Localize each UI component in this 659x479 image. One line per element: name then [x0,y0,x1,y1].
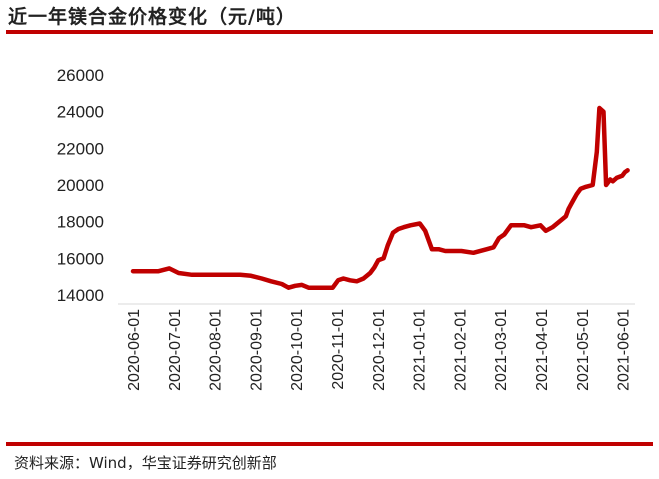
x-tick-label: 2020-06-01 [126,309,143,391]
x-tick-label: 2021-05-01 [575,309,592,391]
top-divider [6,30,653,34]
y-tick-label: 14000 [57,286,104,305]
y-tick-label: 26000 [57,66,104,85]
y-tick-label: 20000 [57,176,104,195]
source-note: 资料来源：Wind，华宝证券研究创新部 [14,454,277,472]
y-tick-label: 22000 [57,139,104,158]
x-tick-label: 2021-06-01 [616,309,633,391]
x-tick-label: 2020-12-01 [371,309,388,391]
x-tick-label: 2021-01-01 [412,309,429,391]
x-tick-label: 2020-11-01 [330,309,347,390]
bottom-divider [6,442,653,446]
y-tick-label: 24000 [57,103,104,122]
chart-title: 近一年镁合金价格变化（元/吨） [8,6,296,28]
x-tick-label: 2020-10-01 [289,309,306,391]
x-tick-label: 2020-08-01 [208,309,225,391]
x-tick-label: 2021-04-01 [534,309,551,391]
x-tick-label: 2020-09-01 [248,309,265,391]
series-line [130,105,630,290]
x-tick-label: 2020-07-01 [167,309,184,391]
x-tick-label: 2021-03-01 [493,309,510,391]
y-tick-label: 16000 [57,249,104,268]
y-tick-label: 18000 [57,213,104,232]
x-tick-label: 2021-02-01 [452,309,469,391]
